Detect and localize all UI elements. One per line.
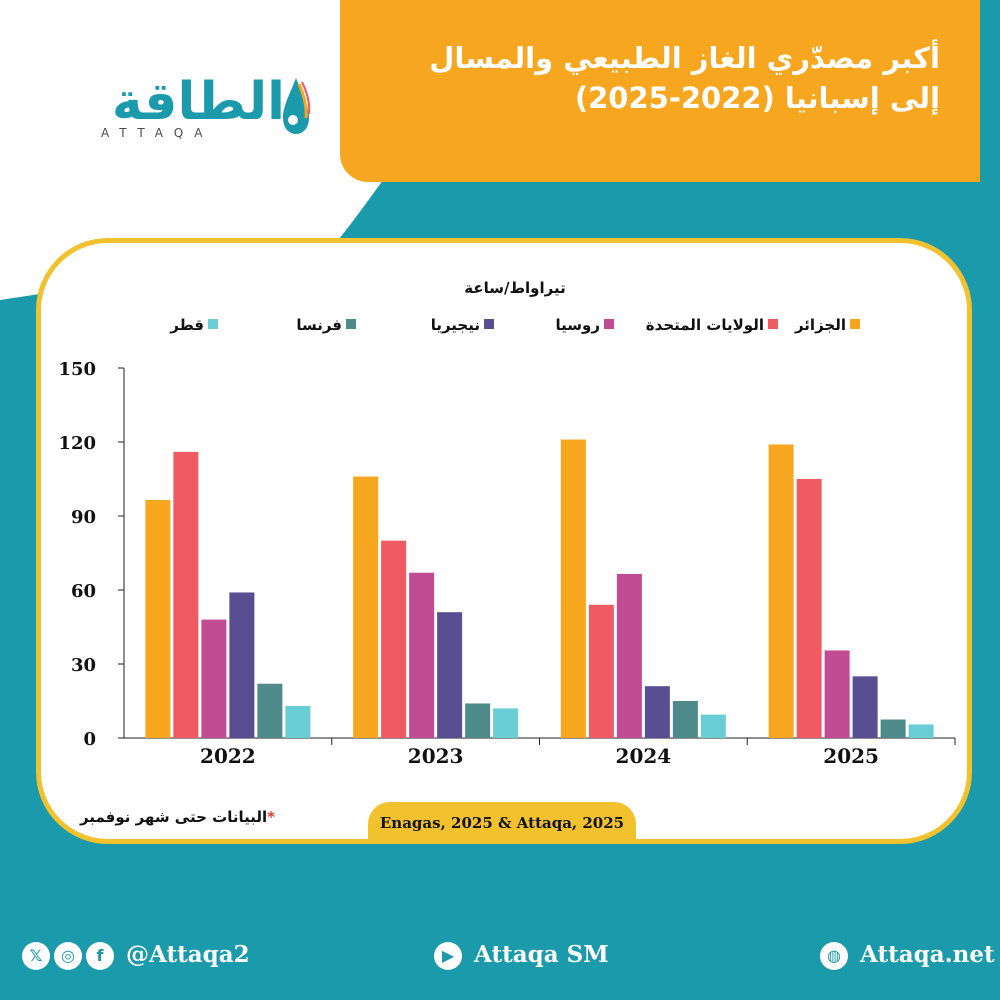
- x-icon[interactable]: 𝕏: [22, 942, 50, 970]
- note-text: البيانات حتى شهر نوفمبر: [80, 808, 268, 826]
- x-tick-label: 2023: [408, 744, 464, 768]
- x-tick-label: 2024: [616, 744, 672, 768]
- bar: [285, 705, 311, 738]
- y-tick-label: 90: [71, 507, 96, 528]
- legend-label: الجزائر: [794, 316, 846, 334]
- bar: [353, 476, 379, 738]
- bar: [409, 572, 435, 738]
- bar: [824, 650, 850, 738]
- legend-label: قطر: [169, 316, 204, 334]
- x-tick-label: 2025: [823, 744, 879, 768]
- bar: [145, 499, 171, 738]
- legend-swatch: [768, 319, 778, 329]
- youtube-icon[interactable]: ▶: [434, 942, 462, 970]
- data-note: *البيانات حتى شهر نوفمبر: [80, 808, 340, 826]
- youtube-channel: ▶ Attaqa SM: [434, 940, 609, 970]
- legend-swatch: [484, 319, 494, 329]
- note-mark: *: [267, 808, 275, 826]
- bar: [616, 573, 642, 738]
- bar: [880, 719, 906, 738]
- title-line-2: إلى إسبانيا (2022-2025): [574, 81, 940, 115]
- y-tick-label: 150: [58, 359, 96, 380]
- bar: [437, 612, 463, 738]
- bar: [852, 676, 878, 738]
- bar: [560, 439, 586, 738]
- bar: [768, 444, 794, 738]
- website: ◍ Attaqa.net: [820, 940, 995, 970]
- y-tick-label: 0: [83, 729, 96, 750]
- instagram-icon[interactable]: ◎: [54, 942, 82, 970]
- logo-latin: ATTAQA: [101, 126, 214, 140]
- bar: [257, 683, 283, 738]
- bar: [173, 451, 199, 738]
- chart-title: أكبر مصدّري الغاز الطبيعي والمسال إلى إس…: [340, 38, 940, 118]
- source-label: Enagas, 2025 & Attaqa, 2025: [368, 802, 636, 842]
- logo-arabic: الطاقة: [111, 72, 285, 132]
- legend-swatch: [604, 319, 614, 329]
- social-handle[interactable]: @Attaqa2: [126, 941, 250, 968]
- youtube-handle[interactable]: Attaqa SM: [474, 941, 609, 968]
- legend-label: نيجيريا: [431, 316, 480, 334]
- unit-label: تيراواط/ساعة: [464, 279, 565, 297]
- bar: [644, 686, 670, 738]
- bar: [672, 701, 698, 738]
- bar: [908, 724, 934, 738]
- title-line-1: أكبر مصدّري الغاز الطبيعي والمسال: [429, 41, 940, 75]
- x-tick-label: 2022: [200, 744, 256, 768]
- bar: [229, 592, 255, 738]
- website-url[interactable]: Attaqa.net: [860, 941, 995, 968]
- legend-label: الولايات المتحدة: [646, 316, 764, 334]
- bar: [588, 604, 614, 738]
- facebook-icon[interactable]: f: [86, 942, 114, 970]
- legend-label: روسيا: [556, 316, 600, 334]
- y-tick-label: 60: [71, 581, 96, 602]
- bar: [493, 708, 519, 738]
- title-box: أكبر مصدّري الغاز الطبيعي والمسال إلى إس…: [340, 0, 980, 182]
- attaqa-logo: الطاقة ATTAQA: [85, 70, 315, 150]
- y-tick-label: 30: [71, 655, 96, 676]
- legend-label: فرنسا: [296, 316, 342, 334]
- drop-icon: [283, 78, 311, 134]
- legend-swatch: [850, 319, 860, 329]
- globe-icon[interactable]: ◍: [820, 942, 848, 970]
- bar: [381, 540, 407, 738]
- bar: [700, 714, 726, 738]
- social-handles: 𝕏 ◎ f @Attaqa2: [22, 940, 250, 970]
- y-tick-label: 120: [58, 433, 96, 454]
- legend-swatch: [208, 319, 218, 329]
- bar: [201, 619, 227, 738]
- bar: [465, 703, 491, 738]
- bar: [796, 479, 822, 738]
- legend-swatch: [346, 319, 356, 329]
